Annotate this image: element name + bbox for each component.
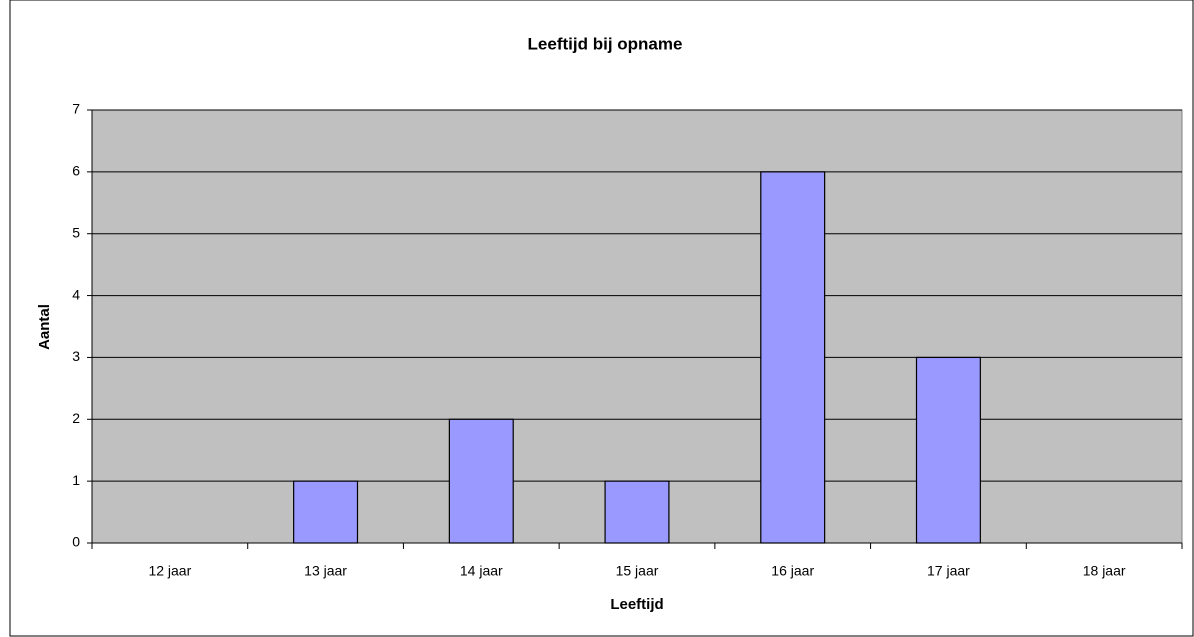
plot-area [91, 109, 1183, 544]
x-tick-label: 13 jaar [304, 563, 347, 579]
bar [760, 171, 826, 544]
y-tick-label: 5 [72, 224, 80, 240]
chart-title: Leeftijd bij opname [528, 34, 683, 53]
y-tick-label: 0 [72, 534, 80, 550]
x-tick-label: 14 jaar [460, 563, 503, 579]
y-tick-label: 3 [72, 348, 80, 364]
bar [448, 418, 514, 544]
y-axis-label: Aantal [36, 304, 53, 350]
x-tick-label: 12 jaar [148, 563, 191, 579]
y-tick-label: 2 [72, 410, 80, 426]
x-tick-label: 15 jaar [616, 563, 659, 579]
y-tick-label: 6 [72, 163, 80, 179]
y-tick-label: 7 [72, 101, 80, 117]
bar [915, 356, 981, 544]
y-tick-label: 1 [72, 472, 80, 488]
x-axis-label: Leeftijd [610, 596, 663, 613]
bar [604, 480, 670, 544]
x-tick-label: 17 jaar [927, 563, 970, 579]
x-tick-label: 18 jaar [1083, 563, 1126, 579]
x-tick-label: 16 jaar [771, 563, 814, 579]
y-tick-label: 4 [72, 286, 80, 302]
bar [293, 480, 359, 544]
